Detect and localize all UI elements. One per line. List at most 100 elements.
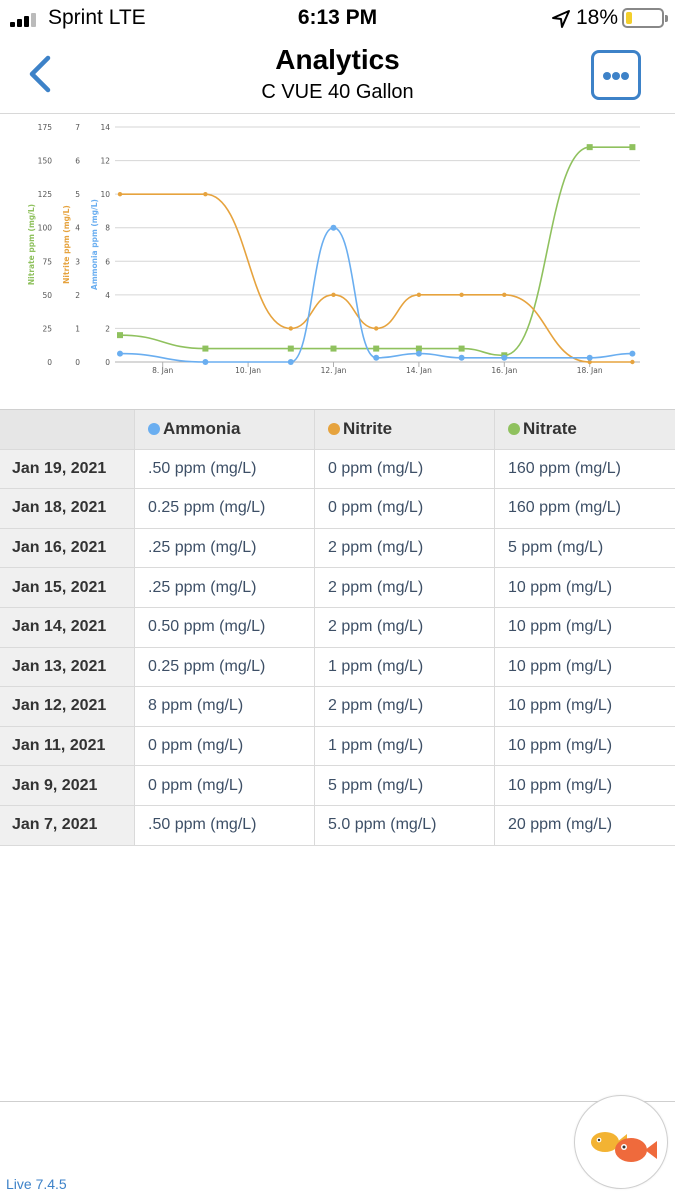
data-point-ammonia[interactable] [458, 354, 465, 361]
row-date: Jan 11, 2021 [0, 726, 135, 766]
data-point-nitrite[interactable] [587, 359, 592, 365]
data-point-nitrite[interactable] [117, 191, 123, 197]
table-row[interactable]: Jan 7, 2021 .50 ppm (mg/L) 5.0 ppm (mg/L… [0, 805, 675, 846]
row-nitrate: 10 ppm (mg/L) [508, 776, 613, 794]
table-header-label: Nitrite [343, 419, 393, 439]
table-header-ammonia: Ammonia [135, 410, 315, 449]
data-point-ammonia[interactable] [501, 354, 508, 361]
nitrate-dot-icon [508, 423, 520, 436]
y-tick-label: 1 [75, 324, 80, 333]
table-row[interactable]: Jan 12, 2021 8 ppm (mg/L) 2 ppm (mg/L) 1… [0, 687, 675, 727]
y-tick-label: 14 [100, 123, 110, 132]
row-nitrite: 5.0 ppm (mg/L) [315, 805, 495, 845]
row-ammonia: .25 ppm (mg/L) [135, 528, 315, 568]
table-row[interactable]: Jan 18, 2021 0.25 ppm (mg/L) 0 ppm (mg/L… [0, 489, 675, 529]
y-tick-label: 7 [75, 123, 80, 132]
table-row[interactable]: Jan 13, 2021 0.25 ppm (mg/L) 1 ppm (mg/L… [0, 647, 675, 688]
data-point-nitrite[interactable] [374, 326, 379, 331]
row-nitrate: 160 ppm (mg/L) [508, 499, 621, 517]
table-header-date [0, 410, 135, 449]
row-date: Jan 14, 2021 [0, 607, 135, 647]
battery-fill [626, 12, 633, 24]
data-point-ammonia[interactable] [330, 224, 337, 231]
nav-bar: Analytics C VUE 40 Gallon [0, 36, 675, 114]
data-point-nitrate[interactable] [373, 345, 380, 352]
data-point-nitrite[interactable] [203, 191, 208, 197]
more-button[interactable] [591, 50, 641, 100]
y-axis-label: Ammonia ppm (mg/L) [90, 199, 99, 290]
data-point-nitrate[interactable] [586, 144, 593, 151]
readings-table: Ammonia Nitrite Nitrate Jan 19, 2021 .50… [0, 409, 675, 846]
data-point-nitrate[interactable] [202, 345, 209, 352]
y-tick-label: 6 [75, 157, 80, 166]
row-ammonia: 0.25 ppm (mg/L) [135, 489, 315, 528]
data-point-ammonia[interactable] [586, 354, 593, 361]
row-nitrate: 20 ppm (mg/L) [508, 816, 613, 834]
table-row[interactable]: Jan 11, 2021 0 ppm (mg/L) 1 ppm (mg/L) 1… [0, 726, 675, 767]
x-tick-label: 8. Jan [152, 366, 173, 375]
row-nitrate: 10 ppm (mg/L) [508, 737, 613, 755]
data-point-ammonia[interactable] [415, 350, 422, 357]
x-tick-label: 10. Jan [235, 366, 261, 375]
data-point-nitrite[interactable] [630, 359, 635, 365]
data-point-nitrate[interactable] [287, 345, 294, 352]
fish-logo-button[interactable] [574, 1095, 668, 1189]
version-label: Live 7.4.5 [6, 1176, 67, 1192]
row-ammonia: .50 ppm (mg/L) [135, 449, 315, 489]
row-ammonia: .50 ppm (mg/L) [135, 805, 315, 845]
data-point-nitrite[interactable] [288, 326, 293, 331]
y-tick-label: 8 [105, 224, 110, 233]
series-line-ammonia [119, 226, 633, 363]
data-point-nitrate[interactable] [415, 345, 422, 352]
data-point-nitrate[interactable] [117, 332, 123, 339]
table-row[interactable]: Jan 19, 2021 .50 ppm (mg/L) 0 ppm (mg/L)… [0, 449, 675, 490]
data-point-ammonia[interactable] [629, 350, 636, 357]
data-point-nitrate[interactable] [629, 144, 636, 151]
row-nitrite: 1 ppm (mg/L) [315, 726, 495, 766]
row-nitrate: 160 ppm (mg/L) [508, 459, 621, 477]
row-date: Jan 19, 2021 [0, 449, 135, 489]
table-row[interactable]: Jan 9, 2021 0 ppm (mg/L) 5 ppm (mg/L) 10… [0, 766, 675, 806]
y-tick-label: 10 [100, 190, 110, 199]
row-nitrate: 10 ppm (mg/L) [508, 578, 613, 596]
row-nitrite: 0 ppm (mg/L) [315, 449, 495, 489]
table-row[interactable]: Jan 14, 2021 0.50 ppm (mg/L) 2 ppm (mg/L… [0, 607, 675, 648]
y-tick-label: 2 [105, 324, 110, 333]
data-point-nitrate[interactable] [330, 345, 337, 352]
data-point-nitrate[interactable] [458, 345, 465, 352]
table-row[interactable]: Jan 15, 2021 .25 ppm (mg/L) 2 ppm (mg/L)… [0, 568, 675, 608]
row-date: Jan 13, 2021 [0, 647, 135, 687]
row-ammonia: 8 ppm (mg/L) [135, 687, 315, 726]
footer-bar: Live 7.4.5 [0, 1101, 675, 1200]
data-point-ammonia[interactable] [287, 359, 294, 365]
ammonia-dot-icon [148, 423, 160, 436]
row-nitrite: 2 ppm (mg/L) [315, 568, 495, 607]
data-point-nitrite[interactable] [416, 292, 422, 298]
row-date: Jan 12, 2021 [0, 687, 135, 726]
x-tick-label: 18. Jan [577, 366, 603, 375]
fish-logo-icon [591, 1132, 657, 1162]
data-point-nitrite[interactable] [459, 292, 464, 298]
battery-icon [622, 8, 668, 28]
row-nitrite: 2 ppm (mg/L) [315, 607, 495, 647]
data-point-nitrite[interactable] [502, 292, 507, 298]
carrier-label: Sprint LTE [48, 6, 146, 29]
row-nitrite: 5 ppm (mg/L) [315, 766, 495, 805]
chevron-left-icon[interactable] [22, 54, 58, 94]
y-tick-label: 0 [75, 358, 80, 367]
data-point-ammonia[interactable] [373, 354, 380, 361]
data-point-ammonia[interactable] [202, 359, 209, 365]
row-nitrite: 2 ppm (mg/L) [315, 687, 495, 726]
more-icon-dot [612, 72, 620, 80]
data-point-nitrite[interactable] [331, 292, 336, 298]
row-ammonia: 0 ppm (mg/L) [135, 726, 315, 766]
y-axis-label: Nitrate ppm (mg/L) [27, 204, 36, 285]
table-row[interactable]: Jan 16, 2021 .25 ppm (mg/L) 2 ppm (mg/L)… [0, 528, 675, 569]
table-header-label: Nitrate [523, 419, 577, 439]
analytics-chart: 0 25 50 75 100 125 150 175 Nitrate ppm (mg/L) 0 1 2… [0, 114, 675, 410]
data-point-ammonia[interactable] [117, 350, 123, 357]
table-header-nitrate: Nitrate [495, 410, 675, 449]
row-ammonia: 0 ppm (mg/L) [135, 766, 315, 805]
row-nitrate: 10 ppm (mg/L) [508, 618, 613, 636]
